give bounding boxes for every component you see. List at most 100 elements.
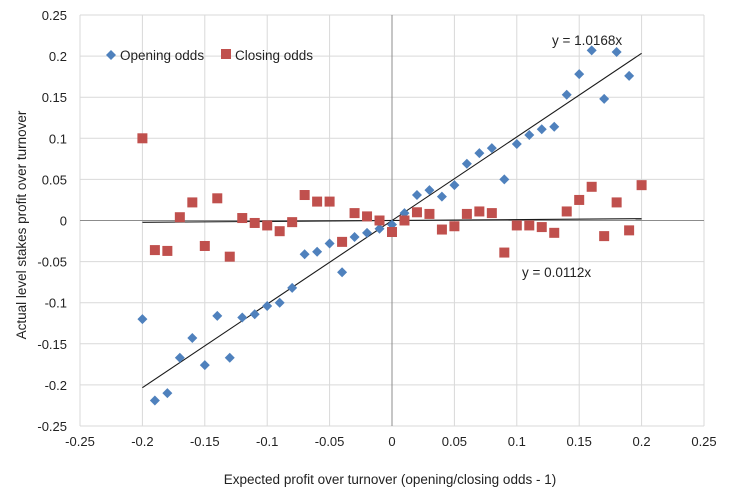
y-tick-label: 0.25 [42, 8, 67, 23]
point-opening-odds [624, 70, 635, 81]
point-closing-odds [411, 207, 422, 218]
point-closing-odds [162, 245, 173, 256]
x-tick-label: 0.15 [567, 434, 592, 449]
point-closing-odds [362, 211, 373, 222]
point-closing-odds [599, 231, 610, 242]
point-opening-odds [349, 231, 360, 242]
point-closing-odds [299, 190, 310, 201]
point-closing-odds [174, 212, 185, 223]
point-closing-odds [486, 208, 497, 219]
point-closing-odds [424, 208, 435, 219]
point-closing-odds [287, 217, 298, 228]
point-closing-odds [611, 197, 622, 208]
point-opening-odds [262, 300, 273, 311]
point-closing-odds [449, 221, 460, 232]
point-closing-odds [561, 206, 572, 217]
point-closing-odds [461, 208, 472, 219]
point-closing-odds [199, 240, 210, 251]
point-closing-odds [274, 226, 285, 237]
legend-label-closing: Closing odds [235, 48, 313, 63]
point-opening-odds [224, 352, 235, 363]
x-axis-title: Expected profit over turnover (opening/c… [224, 472, 556, 487]
point-opening-odds [511, 139, 522, 150]
x-tick-label: 0.05 [442, 434, 467, 449]
point-closing-odds [324, 196, 335, 207]
point-opening-odds [474, 148, 485, 159]
point-closing-odds [237, 213, 248, 224]
point-opening-odds [312, 246, 323, 257]
point-closing-odds [249, 217, 260, 228]
data-points [137, 45, 647, 406]
x-tick-label: -0.25 [65, 434, 95, 449]
point-opening-odds [536, 124, 547, 135]
point-opening-odds [424, 185, 435, 196]
y-tick-label: -0.2 [45, 378, 67, 393]
point-opening-odds [212, 310, 223, 321]
point-closing-odds [312, 196, 323, 207]
trendline-equation-opening: y = 1.0168x [552, 33, 622, 48]
point-opening-odds [611, 46, 622, 57]
point-opening-odds [237, 312, 248, 323]
tick-labels: -0.25 -0.2 -0.15 -0.1 -0.05 0 0.05 0.1 0.15 0.2 0.… [37, 8, 716, 449]
point-opening-odds [524, 130, 535, 141]
point-opening-odds [574, 69, 585, 80]
point-closing-odds [636, 180, 647, 191]
y-tick-label: 0 [60, 214, 67, 229]
trendline-equation-closing: y = 0.0112x [522, 265, 591, 280]
point-opening-odds [449, 180, 460, 191]
y-tick-label: -0.25 [37, 419, 67, 434]
y-tick-label: 0.15 [42, 90, 67, 105]
point-opening-odds [461, 158, 472, 169]
x-tick-label: -0.05 [315, 434, 345, 449]
point-opening-odds [249, 309, 260, 320]
point-opening-odds [436, 191, 447, 202]
y-tick-label: 0.1 [49, 131, 67, 146]
x-tick-label: 0.25 [691, 434, 716, 449]
point-opening-odds [162, 388, 173, 399]
y-tick-label: -0.15 [37, 337, 67, 352]
point-opening-odds [486, 143, 497, 154]
point-opening-odds [586, 45, 597, 56]
point-closing-odds [499, 247, 510, 258]
point-opening-odds [549, 121, 560, 132]
point-closing-odds [374, 215, 385, 226]
y-tick-label: 0.2 [49, 49, 67, 64]
point-closing-odds [524, 220, 535, 231]
point-closing-odds [436, 224, 447, 235]
point-opening-odds [362, 227, 373, 238]
legend-marker-closing [221, 49, 231, 59]
point-closing-odds [549, 227, 560, 238]
point-opening-odds [599, 93, 610, 104]
point-closing-odds [586, 181, 597, 192]
point-closing-odds [349, 208, 360, 219]
point-opening-odds [199, 360, 210, 371]
point-opening-odds [287, 282, 298, 293]
point-closing-odds [187, 197, 198, 208]
x-tick-label: 0.2 [633, 434, 651, 449]
point-closing-odds [149, 245, 160, 256]
point-opening-odds [411, 190, 422, 201]
point-closing-odds [624, 225, 635, 236]
point-opening-odds [499, 174, 510, 185]
y-tick-label: 0.05 [42, 172, 67, 187]
point-opening-odds [324, 238, 335, 249]
point-closing-odds [212, 193, 223, 204]
point-opening-odds [561, 89, 572, 100]
y-tick-label: -0.1 [45, 296, 67, 311]
point-closing-odds [474, 206, 485, 217]
point-opening-odds [149, 395, 160, 406]
point-closing-odds [337, 236, 348, 247]
point-opening-odds [274, 297, 285, 308]
legend-marker-opening [106, 50, 116, 60]
point-opening-odds [137, 314, 148, 325]
x-tick-label: -0.2 [131, 434, 153, 449]
point-closing-odds [387, 227, 397, 238]
point-closing-odds [536, 222, 547, 233]
point-closing-odds [574, 194, 585, 205]
point-closing-odds [511, 220, 522, 231]
point-opening-odds [374, 223, 385, 234]
x-tick-label: -0.1 [256, 434, 278, 449]
x-tick-label: 0 [388, 434, 395, 449]
x-tick-label: 0.1 [508, 434, 526, 449]
